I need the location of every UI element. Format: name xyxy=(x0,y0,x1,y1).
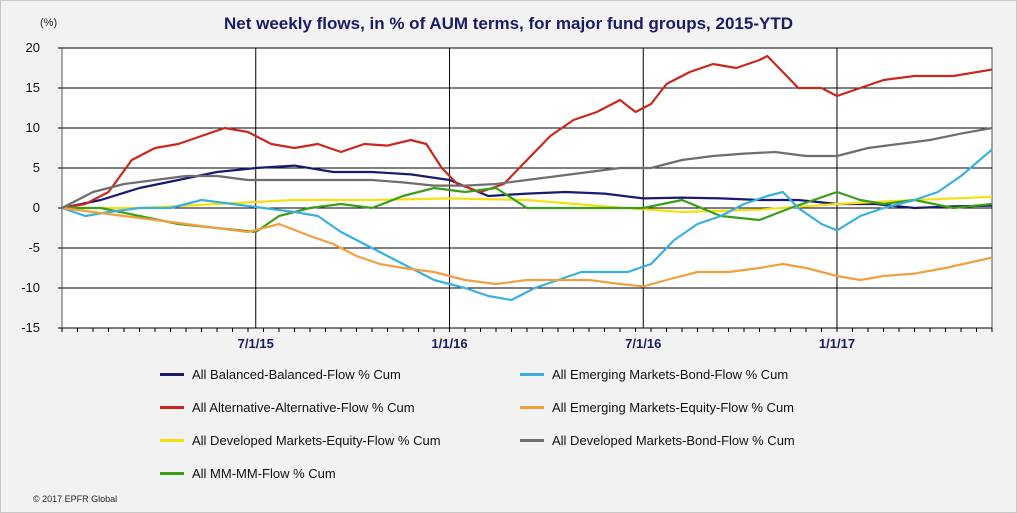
y-tick-label: -5 xyxy=(28,240,40,255)
x-tick-label: 1/1/17 xyxy=(819,336,855,351)
legend-label: All Emerging Markets-Equity-Flow % Cum xyxy=(552,400,795,415)
legend-swatch xyxy=(160,472,184,475)
legend-item: All Balanced-Balanced-Flow % Cum xyxy=(160,367,401,382)
y-tick-label: -15 xyxy=(21,320,40,335)
legend-item: All Developed Markets-Equity-Flow % Cum xyxy=(160,433,441,448)
legend-swatch xyxy=(160,373,184,376)
legend-label: All Emerging Markets-Bond-Flow % Cum xyxy=(552,367,789,382)
legend-swatch xyxy=(160,439,184,442)
x-tick-label: 7/1/16 xyxy=(625,336,661,351)
y-tick-label: 20 xyxy=(26,40,40,55)
y-tick-label: 15 xyxy=(26,80,40,95)
series-line-4 xyxy=(61,148,993,302)
series-line-1 xyxy=(61,54,993,210)
legend-swatch xyxy=(160,406,184,409)
y-tick-label: 10 xyxy=(26,120,40,135)
y-tick-label: 0 xyxy=(33,200,40,215)
legend-item: All MM-MM-Flow % Cum xyxy=(160,466,336,481)
y-tick-label: 5 xyxy=(33,160,40,175)
series-line-5 xyxy=(61,206,993,288)
chart-title: Net weekly flows, in % of AUM terms, for… xyxy=(224,14,793,33)
legend-item: All Developed Markets-Bond-Flow % Cum xyxy=(520,433,795,448)
legend-item: All Alternative-Alternative-Flow % Cum xyxy=(160,400,415,415)
legend-label: All Developed Markets-Bond-Flow % Cum xyxy=(552,433,795,448)
legend-label: All Alternative-Alternative-Flow % Cum xyxy=(192,400,415,415)
legend-swatch xyxy=(520,406,544,409)
y-tick-label: -10 xyxy=(21,280,40,295)
x-axis: 7/1/15 1/1/16 7/1/16 1/1/17 xyxy=(61,328,993,351)
x-tick-label: 1/1/16 xyxy=(431,336,467,351)
x-tick-label: 7/1/15 xyxy=(238,336,274,351)
legend-label: All Balanced-Balanced-Flow % Cum xyxy=(192,367,401,382)
y-unit-label: (%) xyxy=(40,17,58,29)
series-line-6 xyxy=(61,126,993,209)
series-lines xyxy=(61,54,993,302)
series-line-2 xyxy=(62,195,993,214)
legend-label: All Developed Markets-Equity-Flow % Cum xyxy=(192,433,441,448)
copyright-credit: © 2017 EPFR Global xyxy=(33,494,118,504)
legend-swatch xyxy=(520,439,544,442)
y-axis: 20 15 10 5 0 -5 -10 -15 xyxy=(21,40,62,335)
legend-item: All Emerging Markets-Equity-Flow % Cum xyxy=(520,400,794,415)
legend-swatch xyxy=(520,373,544,376)
legend-item: All Emerging Markets-Bond-Flow % Cum xyxy=(520,367,788,382)
legend-label: All MM-MM-Flow % Cum xyxy=(192,466,336,481)
